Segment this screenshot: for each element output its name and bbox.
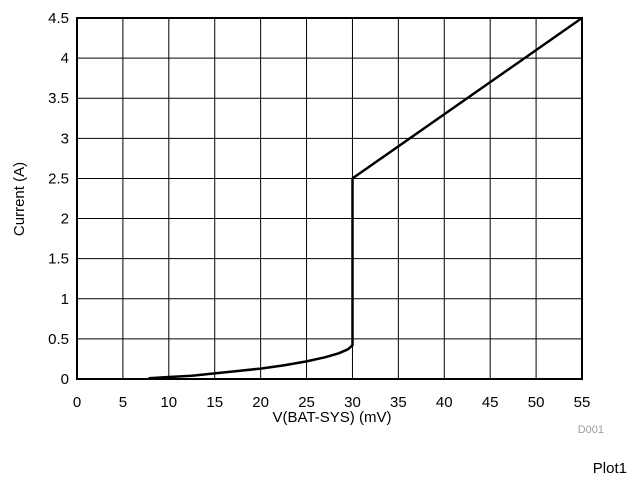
plot-frame <box>76 17 583 380</box>
y-tick-label: 1 <box>61 291 69 308</box>
y-tick-label: 2.5 <box>48 170 69 187</box>
x-tick-label: 30 <box>344 394 361 411</box>
x-tick-label: 55 <box>574 394 591 411</box>
y-tick-label: 3.5 <box>48 90 69 107</box>
x-tick-label: 0 <box>73 394 81 411</box>
x-tick-label: 45 <box>482 394 499 411</box>
y-tick-label: 4 <box>61 50 69 67</box>
x-tick-label: 25 <box>298 394 315 411</box>
y-tick-label: 3 <box>61 130 69 147</box>
y-tick-label: 0.5 <box>48 331 69 348</box>
figure-reference-label: D001 <box>578 424 604 436</box>
y-tick-label: 1.5 <box>48 251 69 268</box>
x-tick-label: 40 <box>436 394 453 411</box>
y-tick-label: 0 <box>61 371 69 388</box>
x-tick-label: 5 <box>119 394 127 411</box>
series-line <box>148 16 583 380</box>
x-tick-label: 10 <box>160 394 177 411</box>
series-layer <box>148 16 583 380</box>
x-tick-label: 20 <box>252 394 269 411</box>
y-axis-title: Current (A) <box>11 162 28 236</box>
plot-name-label: Plot1 <box>593 460 627 477</box>
x-axis-ticks: 0 5 10 15 20 25 30 35 40 45 50 55 <box>73 394 591 411</box>
y-axis-ticks: 0 0.5 1 1.5 2 2.5 3 3.5 4 4.5 <box>48 10 69 388</box>
x-tick-label: 35 <box>390 394 407 411</box>
y-tick-label: 2 <box>61 211 69 228</box>
y-tick-label: 4.5 <box>48 10 69 27</box>
x-tick-label: 15 <box>206 394 223 411</box>
x-tick-label: 50 <box>528 394 545 411</box>
x-axis-title: V(BAT-SYS) (mV) <box>273 409 392 426</box>
